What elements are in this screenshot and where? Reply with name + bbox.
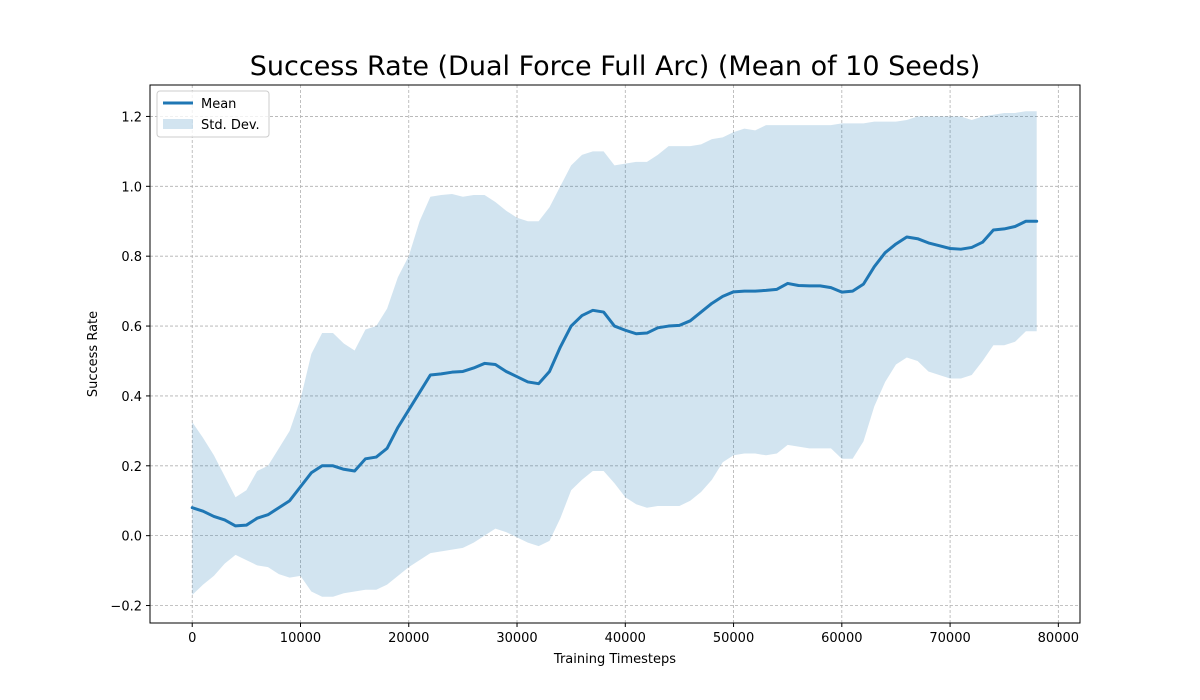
y-tick-label: 0.8 bbox=[121, 250, 142, 265]
legend: Mean Std. Dev. bbox=[156, 90, 270, 138]
x-tick-label: 10000 bbox=[280, 631, 321, 646]
std-band-layer bbox=[192, 111, 1037, 597]
x-tick-label: 80000 bbox=[1038, 631, 1079, 646]
mean-line-layer bbox=[190, 219, 1039, 528]
mean-line bbox=[190, 219, 1039, 528]
x-axis: 0 10000 20000 30000 40000 50000 60000 70000 8000… bbox=[188, 623, 1079, 646]
x-axis-label: Training Timesteps bbox=[553, 652, 676, 667]
x-tick-label: 40000 bbox=[605, 631, 646, 646]
y-tick-label: −0.2 bbox=[110, 600, 142, 615]
y-tick-label: 0.2 bbox=[121, 460, 142, 475]
x-tick-label: 60000 bbox=[821, 631, 862, 646]
x-tick-label: 70000 bbox=[929, 631, 970, 646]
y-axis-label: Success Rate bbox=[86, 311, 101, 397]
y-tick-label: 1.0 bbox=[121, 180, 142, 195]
x-tick-label: 50000 bbox=[713, 631, 754, 646]
legend-std-swatch bbox=[163, 119, 193, 129]
y-tick-label: 0.0 bbox=[121, 530, 142, 545]
legend-std-label: Std. Dev. bbox=[201, 118, 260, 133]
x-tick-label: 0 bbox=[188, 631, 196, 646]
y-tick-label: 0.6 bbox=[121, 320, 142, 335]
legend-mean-label: Mean bbox=[201, 97, 236, 112]
grid bbox=[150, 85, 1080, 623]
x-tick-label: 20000 bbox=[388, 631, 429, 646]
y-axis: −0.2 0.0 0.2 0.4 0.6 0.8 1.0 1.2 bbox=[110, 110, 150, 615]
chart-title: Success Rate (Dual Force Full Arc) (Mean… bbox=[250, 51, 980, 82]
y-tick-label: 1.2 bbox=[121, 110, 142, 125]
std-dev-band bbox=[192, 111, 1037, 597]
y-tick-label: 0.4 bbox=[121, 390, 142, 405]
x-tick-label: 30000 bbox=[496, 631, 537, 646]
plot-frame bbox=[149, 84, 1081, 624]
